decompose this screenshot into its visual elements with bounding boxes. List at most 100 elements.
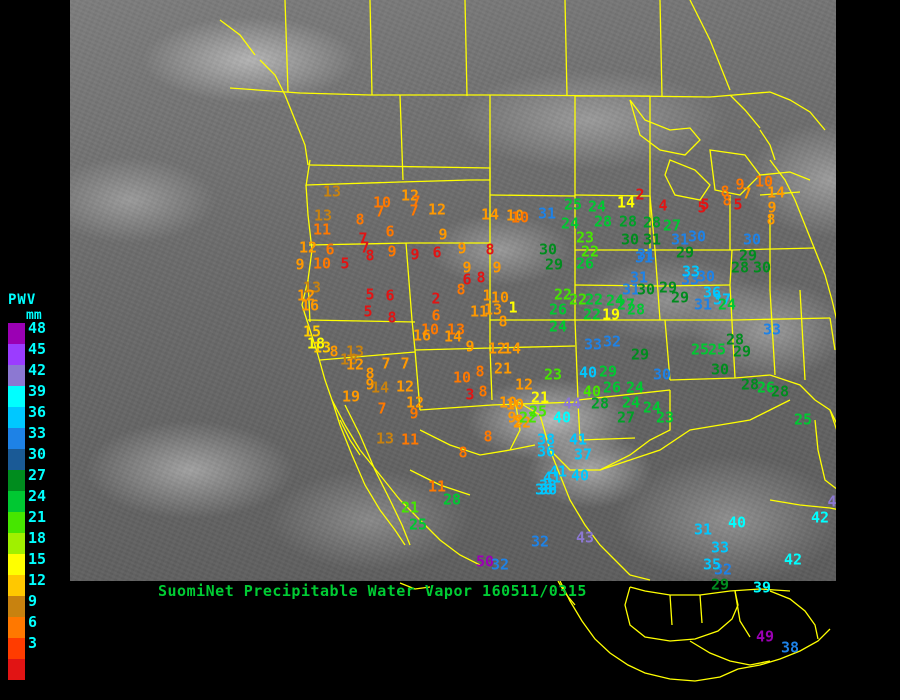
pwv-station-value: 36 xyxy=(538,480,558,499)
pwv-station-value: 30 xyxy=(742,230,762,249)
pwv-station-value: 22 xyxy=(582,305,602,324)
pwv-station-value: 13 xyxy=(302,278,322,297)
pwv-station-value: 31 xyxy=(537,204,557,223)
pwv-station-value: 12 xyxy=(400,186,420,205)
colorbar-swatch-7 xyxy=(8,470,25,491)
pwv-station-value: 13 xyxy=(446,320,466,339)
pwv-station-value: 13 xyxy=(345,342,365,361)
pwv-station-value: 16 xyxy=(412,326,432,345)
pwv-station-value: 33 xyxy=(680,270,700,289)
pwv-station-value: 7 xyxy=(742,184,752,203)
pwv-station-value: 4 xyxy=(658,196,668,215)
colorbar-label-48: 48 xyxy=(28,319,47,337)
pwv-station-value: 10 xyxy=(505,395,525,414)
pwv-station-value: 8 xyxy=(722,191,732,210)
pwv-station-value: 36 xyxy=(536,442,556,461)
pwv-station-value: 31 xyxy=(621,280,641,299)
pwv-station-value: 9 xyxy=(438,225,448,244)
pwv-station-value: 10 xyxy=(420,320,440,339)
pwv-station-value: 10 xyxy=(452,368,472,387)
pwv-station-value: 8 xyxy=(387,308,397,327)
geopolitical-boundaries-overlay xyxy=(219,0,836,581)
pwv-station-value: 13 xyxy=(312,338,332,357)
colorbar-label-9: 9 xyxy=(28,592,38,610)
colorbar-swatch-4 xyxy=(8,407,25,428)
pwv-station-value: 28 xyxy=(642,213,662,232)
pwv-station-value: 9 xyxy=(514,411,524,430)
pwv-station-value: 29 xyxy=(630,345,650,364)
pwv-station-value: 5 xyxy=(697,198,707,217)
pwv-station-value: 5 xyxy=(700,195,710,214)
colorbar-label-30: 30 xyxy=(28,445,47,463)
pwv-station-value: 11 xyxy=(469,302,489,321)
pwv-station-value: 40 xyxy=(552,408,572,427)
pwv-colorbar: PWV mm 48 45 42 39 36 33 30 27 24 21 18 15 12 9 6 3 xyxy=(0,292,70,680)
colorbar-swatch-16 xyxy=(8,659,25,680)
pwv-station-value: 1 xyxy=(482,286,492,305)
pwv-station-value: 14 xyxy=(480,205,500,224)
colorbar-label-21: 21 xyxy=(28,508,47,526)
pwv-station-value: 9 xyxy=(295,255,305,274)
pwv-station-value: 24 xyxy=(642,398,662,417)
pwv-station-value: 43 xyxy=(575,528,595,547)
pwv-station-value: 12 xyxy=(345,355,365,374)
pwv-station-value: 14 xyxy=(766,183,786,202)
pwv-station-value: 10 xyxy=(372,193,392,212)
pwv-station-value: 18 xyxy=(306,334,326,353)
pwv-station-value: 30 xyxy=(696,267,716,286)
pwv-station-value: 19 xyxy=(601,305,621,324)
colorbar-label-24: 24 xyxy=(28,487,47,505)
pwv-station-value: 8 xyxy=(478,382,488,401)
pwv-station-value: 6 xyxy=(325,240,335,259)
pwv-station-value: 41 xyxy=(568,430,588,449)
lower-map-boundaries xyxy=(399,581,831,682)
pwv-station-value: 9 xyxy=(767,198,777,217)
pwv-station-value: 24 xyxy=(560,214,580,233)
pwv-station-value: 39 xyxy=(752,578,772,597)
pwv-station-value: 27 xyxy=(616,408,636,427)
pwv-station-value: 8 xyxy=(365,246,375,265)
pwv-station-value: 29 xyxy=(710,575,730,594)
pwv-station-value: 38 xyxy=(534,480,554,499)
pwv-station-value: 9 xyxy=(410,245,420,264)
pwv-station-value: 38 xyxy=(780,638,800,657)
colorbar-swatch-3 xyxy=(8,386,25,407)
pwv-station-value: 18 xyxy=(339,350,359,369)
pwv-station-value: 24 xyxy=(625,378,645,397)
pwv-station-value: 25 xyxy=(528,402,548,421)
pwv-station-value: 41 xyxy=(548,462,568,481)
pwv-station-value: 27 xyxy=(662,216,682,235)
pwv-station-value: 28 xyxy=(770,382,790,401)
pwv-station-value: 9 xyxy=(365,375,375,394)
colorbar-label-6: 6 xyxy=(28,613,38,631)
pwv-station-value: 13 xyxy=(322,182,342,201)
pwv-station-value: 5 xyxy=(340,254,350,273)
pwv-station-value: 30 xyxy=(752,258,772,277)
pwv-station-value: 26 xyxy=(548,300,568,319)
pwv-station-value: 7 xyxy=(381,354,391,373)
pwv-station-value: 13 xyxy=(483,300,503,319)
pwv-station-value: 29 xyxy=(738,246,758,265)
pwv-station-value: 12 xyxy=(487,339,507,358)
pwv-station-value: 28 xyxy=(590,394,610,413)
pwv-station-value: 9 xyxy=(462,258,472,277)
pwv-station-value: 8 xyxy=(355,210,365,229)
pwv-station-value: 25 xyxy=(793,410,813,429)
pwv-station-value: 26 xyxy=(602,378,622,397)
pwv-station-value: 30 xyxy=(620,230,640,249)
pwv-station-value: 41 xyxy=(542,468,562,487)
pwv-station-value: 33 xyxy=(710,538,730,557)
pwv-station-value: 21 xyxy=(493,359,513,378)
pwv-station-value: 28 xyxy=(593,212,613,231)
pwv-station-value: 42 xyxy=(810,508,830,527)
pwv-station-value: 6 xyxy=(431,306,441,325)
pwv-station-value: 35 xyxy=(702,555,722,574)
pwv-station-value: 10 xyxy=(754,172,774,191)
pwv-station-value: 21 xyxy=(530,388,550,407)
pwv-station-value: 5 xyxy=(365,285,375,304)
colorbar-tick-labels: 48 45 42 39 36 33 30 27 24 21 18 15 12 9 6 3 xyxy=(28,318,46,654)
pwv-station-value: 9 xyxy=(735,175,745,194)
pwv-station-value: 12 xyxy=(405,393,425,412)
pwv-station-value: 28 xyxy=(442,490,462,509)
